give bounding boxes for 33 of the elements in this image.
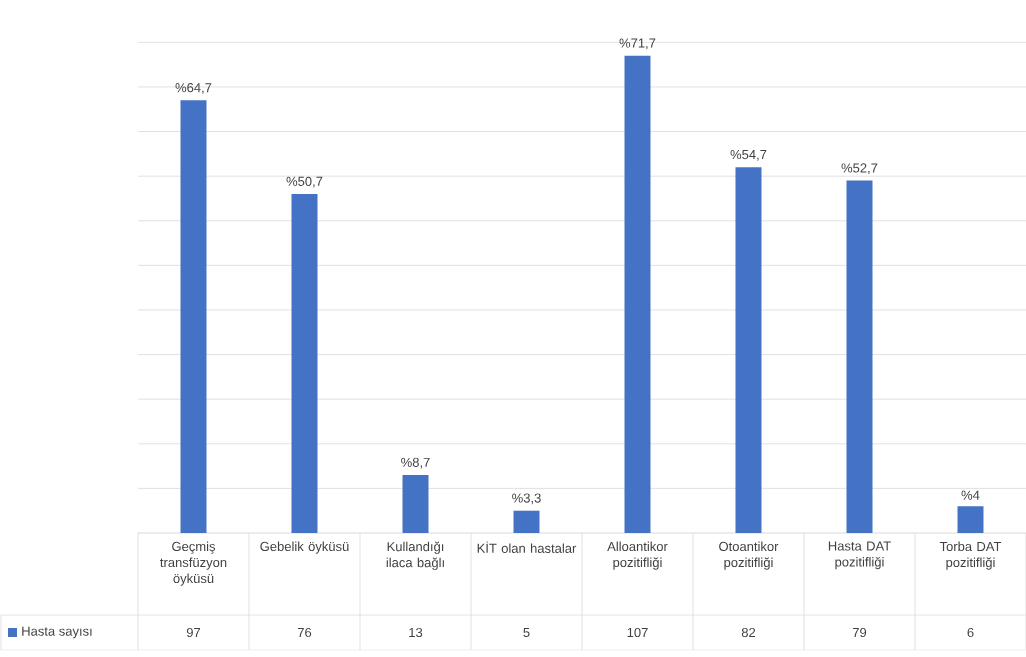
annotation: %71,7 (619, 38, 656, 50)
data-label: 79 (852, 627, 867, 638)
data-label: 13 (409, 627, 423, 638)
bar (735, 167, 762, 533)
data-label: 6 (967, 627, 974, 638)
data-label: 97 (186, 627, 201, 638)
bar (957, 506, 984, 533)
data-label: 107 (627, 627, 648, 638)
annotation: %3,3 (512, 493, 541, 505)
x-tick-label: Gebelik öyküsü (260, 541, 349, 554)
data-label: 76 (297, 627, 312, 638)
x-tick-label: KİT olan hastalar (477, 541, 577, 553)
x-tick-label: Alloantikor pozitifliği (607, 541, 668, 570)
annotation: %8,7 (401, 457, 430, 469)
x-tick-label: Torba DAT pozitifliği (939, 541, 1002, 570)
data-label: 82 (741, 627, 756, 638)
bar (180, 100, 207, 533)
bar (846, 180, 873, 533)
x-tick-label: Hasta DAT pozitifliği (828, 541, 891, 570)
bar (291, 194, 318, 533)
annotation: %52,7 (841, 163, 878, 175)
annotation: %50,7 (286, 176, 323, 188)
x-tick-label: Otoantikor pozitifliği (719, 541, 779, 570)
annotation: %4 (961, 490, 980, 500)
bar (402, 475, 429, 533)
legend-label: Hasta sayısı (22, 626, 92, 639)
annotation: %54,7 (730, 150, 767, 161)
bar (513, 510, 540, 533)
bar (624, 55, 651, 533)
x-tick-label: Kullandığı ilaca bağlı (386, 541, 444, 570)
annotation: %64,7 (175, 83, 212, 94)
x-tick-label: Geçmiş transfüzyon öyküsü (160, 541, 227, 586)
data-label: 5 (523, 627, 530, 638)
